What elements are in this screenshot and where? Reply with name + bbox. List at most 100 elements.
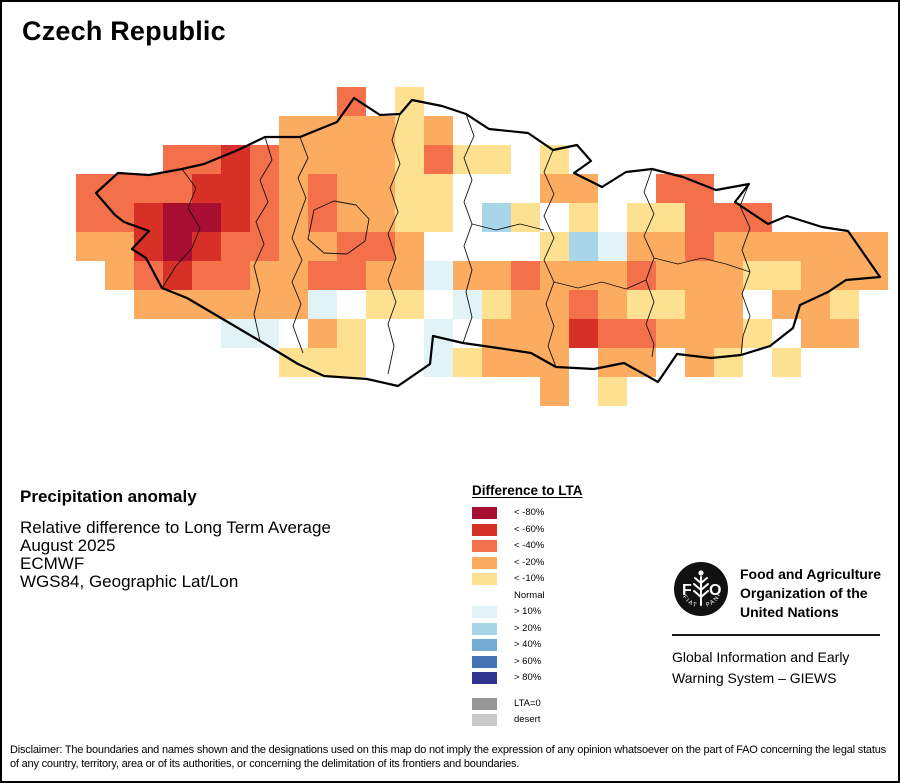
map-grid-cell: [569, 290, 598, 319]
legend-item: < -80%: [472, 505, 642, 522]
legend: Difference to LTA < -80% < -60% < -40% < -2…: [472, 483, 642, 729]
map-grid-cell: [366, 261, 395, 290]
map-grid-cell: [801, 261, 830, 290]
fao-logo-icon: F O FIAT · PANIS: [672, 560, 728, 616]
map-grid-cell: [482, 319, 511, 348]
map-grid-cell: [366, 290, 395, 319]
map-grid-cell: [598, 232, 627, 261]
legend-items: < -80% < -60% < -40% < -20% < -10% Normal > 10…: [472, 505, 642, 687]
map-grid-cell: [714, 203, 743, 232]
map-grid-cell: [221, 232, 250, 261]
map-grid-cell: [105, 174, 134, 203]
legend-swatch: [472, 672, 497, 685]
map-grid-cell: [540, 232, 569, 261]
map-grid-cell: [511, 319, 540, 348]
map-grid-cell: [540, 290, 569, 319]
map-grid-cell: [395, 116, 424, 145]
map-grid-cell: [279, 145, 308, 174]
map-grid-cell: [453, 290, 482, 319]
map-grid-cell: [308, 232, 337, 261]
map-grid-cell: [627, 232, 656, 261]
legend-item-label: LTA=0: [514, 697, 541, 709]
legend-item: LTA=0: [472, 696, 642, 713]
map-grid-cell: [656, 174, 685, 203]
map-grid-cell: [337, 348, 366, 377]
map-grid-cell: [395, 261, 424, 290]
country-border: [94, 96, 882, 388]
map-grid-cell: [250, 290, 279, 319]
map-grid-cell: [308, 116, 337, 145]
map-grid-cell: [308, 348, 337, 377]
map-grid-cell: [221, 174, 250, 203]
legend-item: > 10%: [472, 604, 642, 621]
map-grid-cell: [482, 145, 511, 174]
map-subject-heading: Precipitation anomaly: [20, 487, 197, 506]
map-grid-cell: [714, 319, 743, 348]
map-grid-cell: [308, 261, 337, 290]
map-grid-cell: [482, 348, 511, 377]
org-name-line: Food and Agriculture: [740, 566, 882, 582]
map-grid-cell: [221, 145, 250, 174]
map-grid-cell: [482, 290, 511, 319]
map-grid-cell: [627, 203, 656, 232]
map-grid-cell: [279, 203, 308, 232]
map-grid-cell: [337, 116, 366, 145]
map-grid-cell: [685, 203, 714, 232]
legend-item: < -10%: [472, 571, 642, 588]
map-grid-cell: [279, 174, 308, 203]
org-name-line: United Nations: [740, 604, 839, 620]
map-grid-cell: [337, 232, 366, 261]
map-grid-cell: [337, 145, 366, 174]
legend-item: > 80%: [472, 670, 642, 687]
legend-item-label: < -10%: [514, 573, 545, 585]
legend-item: < -60%: [472, 522, 642, 539]
map-grid-cell: [685, 232, 714, 261]
map-grid-cell: [569, 232, 598, 261]
map-grid-cell: [105, 232, 134, 261]
map-grid-cell: [279, 116, 308, 145]
map-info-line: WGS84, Geographic Lat/Lon: [20, 572, 239, 591]
map-grid-cell: [308, 319, 337, 348]
legend-item: < -20%: [472, 555, 642, 572]
map-grid-cell: [134, 290, 163, 319]
map-grid-cell: [714, 348, 743, 377]
map-grid-cell: [714, 290, 743, 319]
legend-swatch: [472, 697, 497, 710]
map-grid-cell: [250, 232, 279, 261]
legend-item: > 40%: [472, 637, 642, 654]
legend-swatch: [472, 556, 497, 569]
legend-item-label: > 10%: [514, 606, 542, 618]
map-grid-cell: [424, 174, 453, 203]
map-grid-cell: [685, 348, 714, 377]
map-grid-cell: [627, 319, 656, 348]
legend-extra-items: LTA=0 desert: [472, 696, 642, 729]
map-grid-cell: [685, 290, 714, 319]
org-divider: [672, 634, 880, 636]
legend-swatch: [472, 714, 497, 727]
map-grid-cell: [511, 261, 540, 290]
map-grid-cell: [76, 232, 105, 261]
map-grid-cell: [656, 203, 685, 232]
map-grid-cell: [279, 290, 308, 319]
map-grid-cell: [308, 290, 337, 319]
org-subtitle-line: Global Information and Early: [672, 649, 850, 665]
disclaimer-text: Disclaimer: The boundaries and names sho…: [10, 744, 886, 770]
map-grid-cell: [830, 319, 859, 348]
map-info-line: Relative difference to Long Term Average: [20, 518, 331, 537]
map-grid-cell: [163, 261, 192, 290]
legend-item: > 20%: [472, 621, 642, 638]
map-grid-cell: [366, 232, 395, 261]
map-grid-cell: [540, 377, 569, 406]
legend-item-label: Normal: [514, 589, 545, 601]
map-grid-cell: [308, 145, 337, 174]
map-grid-cell: [250, 174, 279, 203]
legend-item-label: < -80%: [514, 507, 545, 519]
map-grid-cell: [540, 319, 569, 348]
map-grid-cell: [743, 319, 772, 348]
map-grid-cell: [192, 174, 221, 203]
map-grid-cell: [134, 261, 163, 290]
map-grid-cell: [424, 261, 453, 290]
map-info-line: August 2025: [20, 536, 116, 555]
legend-item-label: > 60%: [514, 655, 542, 667]
map-grid-cell: [424, 319, 453, 348]
